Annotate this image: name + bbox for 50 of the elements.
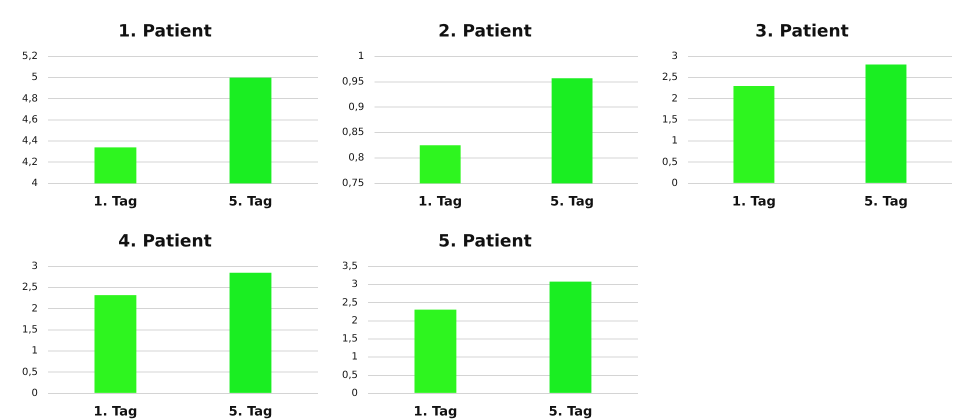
chart-title: 2. Patient (438, 22, 532, 42)
chart-title: 4. Patient (118, 232, 212, 252)
y-tick-label: 0,5 (662, 156, 678, 168)
y-tick-label: 0,85 (342, 127, 364, 138)
x-tick-label: 5. Tag (864, 194, 908, 210)
y-tick-label: 1,5 (662, 114, 678, 126)
x-tick-label: 5. Tag (548, 404, 592, 419)
y-tick-label: 4 (32, 178, 38, 189)
x-tick-label: 1. Tag (414, 404, 458, 419)
x-tick-label: 5. Tag (228, 194, 272, 210)
y-tick-label: 0,8 (348, 152, 364, 164)
y-tick-label: 3 (672, 50, 678, 62)
y-tick-label: 3,5 (342, 260, 358, 272)
y-tick-label: 2 (672, 93, 678, 104)
y-tick-label: 2,5 (662, 72, 678, 84)
y-tick-label: 1 (358, 50, 364, 62)
y-tick-label: 0,75 (342, 178, 364, 189)
y-tick-label: 4,6 (22, 114, 38, 126)
y-tick-label: 2 (352, 315, 358, 326)
y-tick-label: 1 (672, 136, 678, 147)
x-tick-label: 1. Tag (94, 194, 138, 210)
y-tick-label: 3 (32, 260, 38, 272)
y-tick-label: 2 (32, 303, 38, 314)
x-tick-label: 1. Tag (732, 194, 776, 210)
chart-title: 1. Patient (118, 22, 212, 42)
chart-title: 5. Patient (438, 232, 532, 252)
y-tick-label: 2,5 (22, 282, 38, 294)
y-tick-label: 0,95 (342, 76, 364, 88)
y-tick-label: 1 (352, 352, 358, 363)
y-tick-label: 3 (352, 279, 358, 290)
y-tick-label: 1,5 (342, 334, 358, 345)
x-tick-label: 1. Tag (94, 404, 138, 419)
y-tick-label: 4,8 (22, 93, 38, 104)
y-tick-label: 0 (352, 388, 358, 399)
y-tick-label: 0,5 (22, 366, 38, 378)
y-tick-label: 4,4 (22, 136, 38, 147)
y-tick-label: 0 (672, 178, 678, 189)
x-tick-label: 5. Tag (228, 404, 272, 419)
x-tick-label: 1. Tag (418, 194, 462, 210)
y-tick-label: 0,9 (348, 102, 364, 113)
y-tick-label: 4,2 (22, 156, 38, 168)
y-tick-label: 2,5 (342, 297, 358, 308)
y-tick-label: 5 (32, 72, 38, 84)
chart-title: 3. Patient (755, 22, 849, 42)
y-tick-label: 0 (32, 388, 38, 399)
y-tick-label: 0,5 (342, 370, 358, 381)
y-tick-label: 1,5 (22, 324, 38, 336)
y-tick-label: 1 (32, 346, 38, 357)
x-tick-label: 5. Tag (550, 194, 594, 210)
y-tick-label: 5,2 (22, 50, 38, 62)
